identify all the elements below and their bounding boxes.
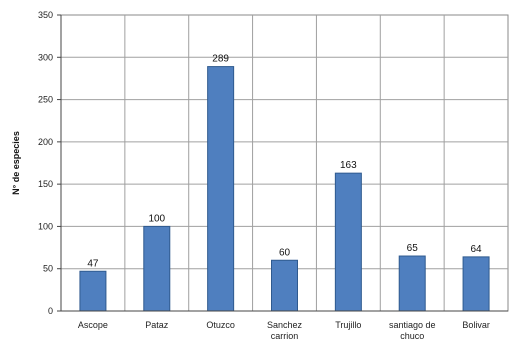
axes: 0 50 100 150 200 250 300 350 Ascope Pataz Otuzco Sa… (38, 10, 508, 341)
data-label: 289 (212, 54, 229, 65)
y-tick-label: 100 (38, 221, 53, 231)
y-axis-label: N° de especies (11, 131, 21, 195)
bars: 47 100 289 60 163 65 64 (79, 54, 490, 312)
x-tick-label: Ascope (78, 320, 108, 330)
y-tick-label: 0 (48, 306, 53, 316)
y-tick-label: 350 (38, 10, 53, 20)
bar (398, 255, 426, 312)
y-tick-label: 50 (43, 264, 53, 274)
y-tick-label: 150 (38, 179, 53, 189)
data-label: 163 (340, 160, 357, 171)
data-label: 100 (148, 213, 165, 224)
bar (207, 66, 235, 312)
x-tick-label: Trujillo (335, 320, 361, 330)
bar (462, 256, 490, 312)
x-tick-label: Pataz (145, 320, 169, 330)
bar (79, 270, 107, 312)
data-label: 47 (87, 258, 99, 269)
data-label: 64 (471, 244, 483, 255)
x-tick-label: santiago de chuco (389, 320, 436, 341)
x-tick-label: Sanchez carrion (267, 320, 303, 341)
data-label: 60 (279, 247, 291, 258)
bar (334, 172, 362, 312)
bar (271, 259, 298, 312)
x-tick-label: Bolivar (462, 320, 490, 330)
x-tick-label: Otuzco (206, 320, 235, 330)
y-tick-label: 250 (38, 95, 53, 105)
y-tick-label: 200 (38, 137, 53, 147)
data-label: 65 (407, 243, 419, 254)
bar (143, 225, 171, 312)
y-tick-label: 300 (38, 52, 53, 62)
